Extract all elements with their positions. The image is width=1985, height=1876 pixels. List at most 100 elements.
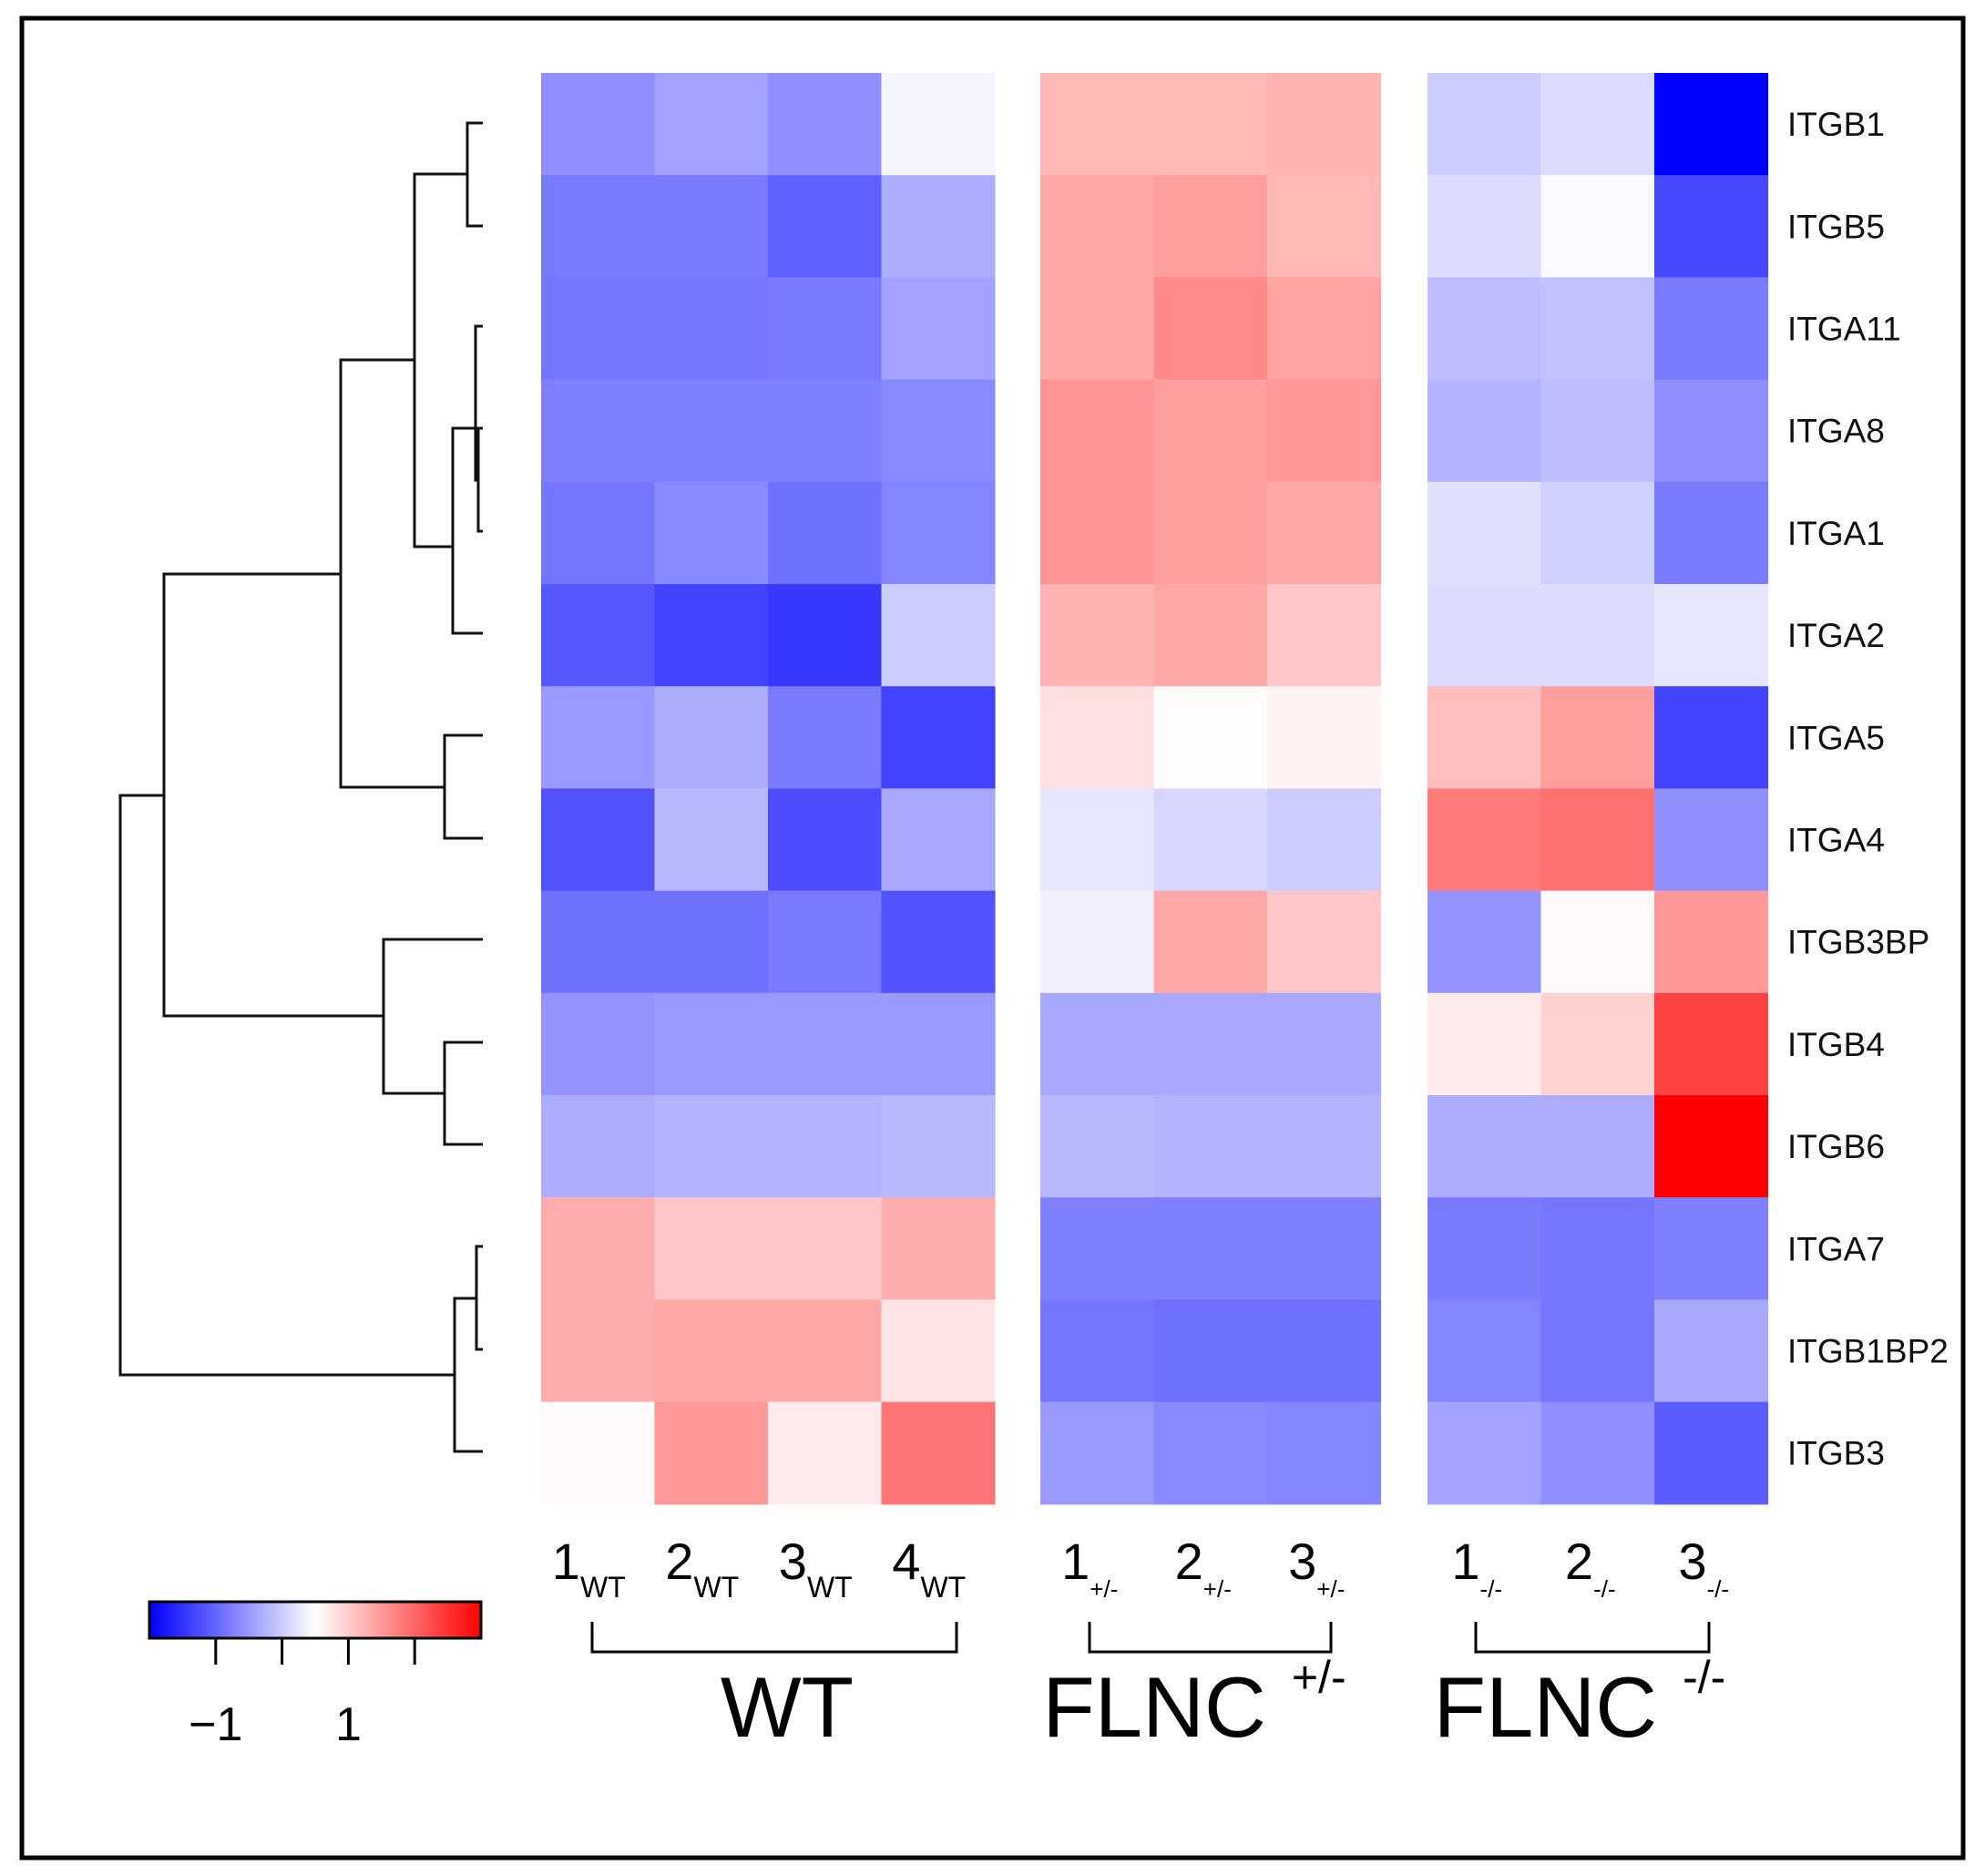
cell-itgb4-wt-3: [768, 992, 883, 1096]
cell-itga4-wt-2: [654, 788, 769, 892]
color-key: −1 1: [148, 1600, 483, 1751]
cell-itgb6-flnc-3: [1654, 1095, 1769, 1198]
cell-itgb1bp2-wt-1: [541, 1299, 656, 1403]
cell-itgb3bp-wt-4: [881, 890, 996, 994]
cell-itgb5-flnc-1: [1427, 175, 1542, 278]
cell-itga2-flnc-2: [1153, 584, 1268, 687]
cell-itgb5-flnc-1: [1040, 175, 1155, 278]
cell-itga11-flnc-1: [1427, 277, 1542, 381]
cell-itgb3bp-flnc-3: [1267, 890, 1382, 994]
cell-itgb3-flnc-1: [1427, 1401, 1542, 1505]
cell-itga5-flnc-3: [1654, 686, 1769, 789]
cell-itgb3-wt-3: [768, 1401, 883, 1505]
cell-itga8-wt-3: [768, 379, 883, 483]
cell-itga4-flnc-1: [1040, 788, 1155, 892]
cell-itga7-wt-2: [654, 1197, 769, 1300]
group-bracket-1: [590, 1622, 958, 1654]
cell-itgb1-flnc-3: [1654, 73, 1769, 176]
cell-itga7-flnc-3: [1267, 1197, 1382, 1300]
cell-itgb1bp2-flnc-1: [1040, 1299, 1155, 1403]
cell-itga2-flnc-1: [1427, 584, 1542, 687]
cell-itgb3bp-flnc-1: [1040, 890, 1155, 994]
cell-itgb6-flnc-1: [1040, 1095, 1155, 1198]
col-label-wt-3: 3WT: [779, 1533, 853, 1604]
cell-itga4-flnc-2: [1540, 788, 1655, 892]
cell-itgb4-flnc-2: [1540, 992, 1655, 1096]
cell-itga8-flnc-3: [1267, 379, 1382, 483]
cell-itgb1-wt-2: [654, 73, 769, 176]
cell-itga7-flnc-2: [1540, 1197, 1655, 1300]
cell-itga7-flnc-1: [1040, 1197, 1155, 1300]
cell-itgb3-wt-1: [541, 1401, 656, 1505]
cell-itgb4-flnc-1: [1427, 992, 1542, 1096]
col-label-wt-4: 4WT: [892, 1533, 966, 1604]
cell-itga2-wt-2: [654, 584, 769, 687]
row-label-itgb3bp: ITGB3BP: [1787, 924, 1929, 961]
cell-itgb3-flnc-2: [1153, 1401, 1268, 1505]
cell-itga1-flnc-1: [1040, 481, 1155, 585]
row-label-itgb1bp2: ITGB1BP2: [1787, 1333, 1949, 1370]
cell-itgb1bp2-wt-3: [768, 1299, 883, 1403]
cell-itga1-wt-1: [541, 481, 656, 585]
row-label-itgb3: ITGB3: [1787, 1435, 1885, 1472]
row-label-itga7: ITGA7: [1787, 1230, 1885, 1267]
cell-itga8-wt-2: [654, 379, 769, 483]
cell-itga1-wt-4: [881, 481, 996, 585]
cell-itga4-wt-4: [881, 788, 996, 892]
cell-itga4-wt-3: [768, 788, 883, 892]
cell-itga1-flnc-2: [1153, 481, 1268, 585]
col-label-flnc-2: 2-/-: [1565, 1533, 1616, 1603]
cell-itga7-wt-3: [768, 1197, 883, 1300]
cell-itga5-flnc-3: [1267, 686, 1382, 789]
cell-itga1-flnc-3: [1654, 481, 1769, 585]
group-bracket-3: [1474, 1622, 1711, 1654]
cell-itgb4-wt-4: [881, 992, 996, 1096]
cell-itga11-flnc-3: [1267, 277, 1382, 381]
cell-itga5-wt-2: [654, 686, 769, 789]
cell-itga8-flnc-2: [1153, 379, 1268, 483]
cell-itga8-flnc-2: [1540, 379, 1655, 483]
cell-itgb3-wt-4: [881, 1401, 996, 1505]
col-label-wt-1: 1WT: [552, 1533, 626, 1604]
cell-itgb1-wt-4: [881, 73, 996, 176]
row-label-itga8: ITGA8: [1787, 413, 1885, 450]
cell-itga2-wt-3: [768, 584, 883, 687]
cell-itgb6-flnc-2: [1153, 1095, 1268, 1198]
cell-itga11-wt-3: [768, 277, 883, 381]
cell-itgb1-flnc-1: [1427, 73, 1542, 176]
colorbar: [148, 1600, 483, 1640]
cell-itgb1bp2-wt-2: [654, 1299, 769, 1403]
cell-itgb1-flnc-1: [1040, 73, 1155, 176]
cell-itgb1bp2-flnc-1: [1427, 1299, 1542, 1403]
cell-itgb3bp-flnc-2: [1153, 890, 1268, 994]
cell-itgb4-flnc-2: [1153, 992, 1268, 1096]
row-dendrogram: [118, 121, 483, 1453]
cell-itgb1bp2-flnc-3: [1267, 1299, 1382, 1403]
cell-itga7-wt-1: [541, 1197, 656, 1300]
cell-itgb1-flnc-3: [1267, 73, 1382, 176]
row-label-itga5: ITGA5: [1787, 719, 1885, 756]
cell-itgb3bp-flnc-2: [1540, 890, 1655, 994]
col-label-flnc-3: 3-/-: [1678, 1533, 1729, 1603]
col-label-flnc-2: 2+/-: [1175, 1533, 1232, 1603]
row-label-itgb6: ITGB6: [1787, 1128, 1885, 1165]
column-labels: 1WT 2WT 3WT 4WT 1+/- 2+/- 3+/- 1-/- 2-/- 3-/-: [552, 1533, 1729, 1604]
cell-itga2-flnc-2: [1540, 584, 1655, 687]
row-label-itga2: ITGA2: [1787, 617, 1885, 654]
cell-itgb5-wt-2: [654, 175, 769, 278]
cell-itgb1-flnc-2: [1153, 73, 1268, 176]
cell-itga5-wt-4: [881, 686, 996, 789]
cell-itga2-wt-4: [881, 584, 996, 687]
cell-itgb1-wt-1: [541, 73, 656, 176]
cell-itgb3bp-flnc-1: [1427, 890, 1542, 994]
cell-itga4-flnc-3: [1654, 788, 1769, 892]
cell-itga7-flnc-3: [1654, 1197, 1769, 1300]
cell-itga8-wt-1: [541, 379, 656, 483]
cell-itga4-flnc-3: [1267, 788, 1382, 892]
cell-itgb5-flnc-3: [1267, 175, 1382, 278]
group-labels: WT FLNC +/- FLNC -/-: [590, 1622, 1725, 1755]
cell-itga8-flnc-1: [1040, 379, 1155, 483]
cell-itga5-flnc-1: [1040, 686, 1155, 789]
cell-itgb4-flnc-3: [1654, 992, 1769, 1096]
